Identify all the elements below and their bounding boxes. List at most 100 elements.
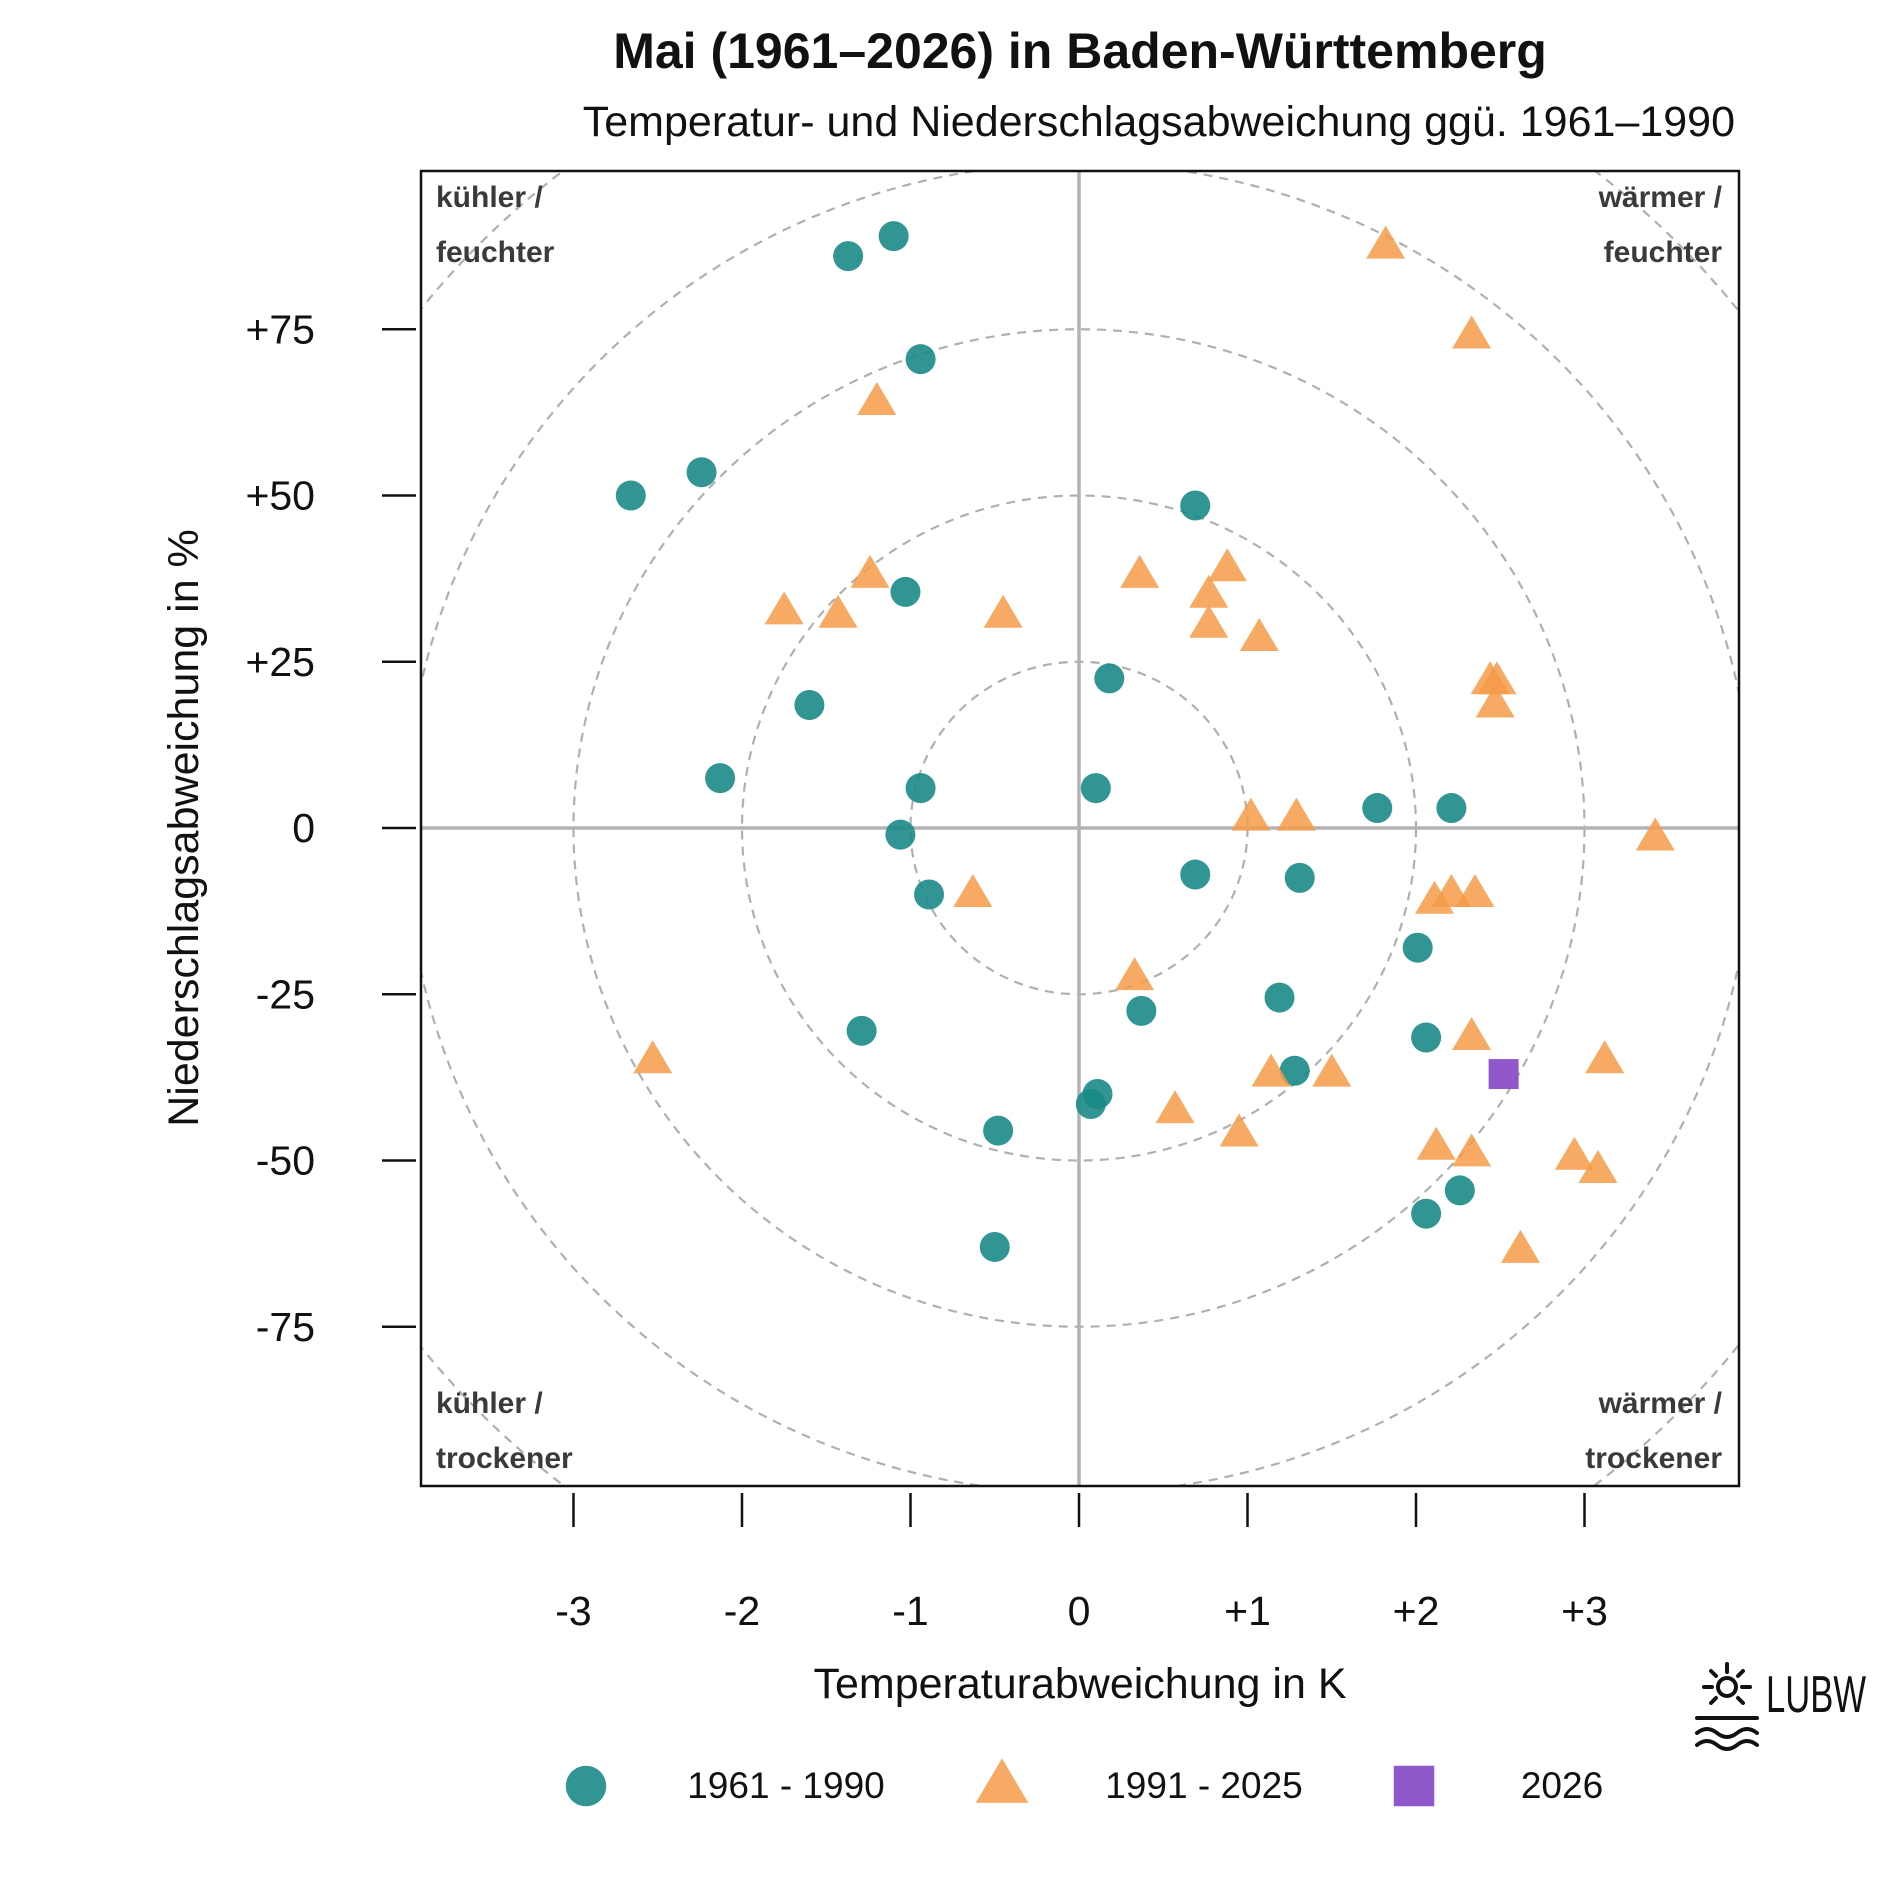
data-point-circle — [914, 879, 945, 910]
data-point-triangle — [1452, 1017, 1492, 1051]
data-point-triangle — [1455, 874, 1495, 908]
data-point-circle — [983, 1115, 1014, 1146]
data-point-circle — [979, 1231, 1010, 1262]
data-point-triangle — [1219, 1113, 1259, 1147]
zero-axes — [421, 171, 1739, 1486]
data-point-circle — [1279, 1055, 1310, 1086]
axis-ticks: -3 -2 -1 0 +1 +2 +3 -75 -50 -25 0 +25 +50 +75 — [245, 306, 1607, 1634]
data-point-triangle — [1312, 1053, 1352, 1087]
legend: 1961 - 1990 1991 - 2025 2026 — [565, 1758, 1603, 1807]
data-point-triangle — [857, 381, 897, 415]
data-point-triangle — [1452, 315, 1492, 349]
data-point-circle — [1126, 995, 1157, 1026]
legend-marker-circle — [565, 1765, 607, 1807]
data-point-triangle — [1189, 574, 1229, 608]
data-point-triangle — [1477, 661, 1517, 695]
x-tick-label: +3 — [1561, 1588, 1608, 1634]
plot-frame — [419, 169, 1741, 1488]
y-tick-label: +50 — [245, 473, 315, 519]
x-axis-title: Temperaturabweichung in K — [813, 1660, 1346, 1708]
y-tick-label: 0 — [292, 805, 315, 851]
data-point-circle — [905, 773, 936, 804]
legend-label: 2026 — [1521, 1765, 1603, 1806]
data-point-triangle — [1585, 1040, 1625, 1074]
y-tick-label: -75 — [256, 1304, 315, 1350]
data-point-circle — [686, 457, 717, 488]
legend-label: 1961 - 1990 — [687, 1765, 885, 1806]
y-tick-label: +25 — [245, 639, 315, 685]
data-point-triangle — [633, 1040, 673, 1074]
data-point-circle — [833, 241, 864, 272]
data-point-circle — [1362, 793, 1393, 824]
data-point-triangle — [1276, 797, 1316, 831]
data-point-triangle — [1155, 1090, 1195, 1124]
chart-subtitle: Temperatur- und Niederschlagsabweichung … — [582, 98, 1735, 146]
data-point-triangle — [764, 591, 804, 625]
data-point-triangle — [1416, 1126, 1456, 1160]
data-point-triangle — [1207, 548, 1247, 582]
quadrant-top-right-line1: wärmer / — [1598, 181, 1723, 214]
data-point-circle — [1075, 1088, 1106, 1119]
data-point-triangle — [953, 874, 993, 908]
data-point-triangle — [1239, 618, 1279, 652]
data-point-circle — [1094, 663, 1125, 694]
data-point-circle — [705, 763, 736, 794]
data-point-circle — [890, 576, 921, 607]
legend-marker-square — [1393, 1765, 1435, 1807]
data-points — [615, 221, 1675, 1263]
data-point-triangle — [1231, 797, 1271, 831]
quadrant-bottom-right-line2: trockener — [1585, 1442, 1722, 1475]
y-tick-label: -25 — [256, 971, 315, 1017]
data-point-circle — [878, 221, 909, 252]
x-tick-label: -3 — [555, 1588, 591, 1634]
data-point-triangle — [1452, 1133, 1492, 1167]
data-point-circle — [1080, 773, 1111, 804]
legend-label: 1991 - 2025 — [1105, 1765, 1303, 1806]
chart-title: Mai (1961–2026) in Baden-Württemberg — [613, 23, 1547, 79]
data-point-circle — [1264, 982, 1295, 1013]
data-point-triangle — [1554, 1136, 1594, 1170]
data-point-circle — [885, 819, 916, 850]
lubw-logo: LUBW — [1695, 1662, 1866, 1751]
data-point-triangle — [1120, 554, 1160, 588]
data-point-triangle — [1500, 1229, 1540, 1263]
data-point-triangle — [1251, 1053, 1291, 1087]
x-tick-label: 0 — [1068, 1588, 1091, 1634]
data-point-triangle — [1475, 684, 1515, 718]
data-point-triangle — [1578, 1150, 1618, 1184]
y-axis-title: Niederschlagsabweichung in % — [160, 529, 208, 1127]
x-tick-label: -1 — [892, 1588, 928, 1634]
data-point-circle — [1180, 490, 1211, 521]
data-point-circle — [1411, 1022, 1442, 1053]
quadrant-top-right-line2: feuchter — [1604, 236, 1723, 269]
data-point-triangle — [850, 554, 890, 588]
data-point-triangle — [818, 594, 858, 628]
data-point-circle — [1180, 859, 1211, 890]
x-tick-label: +2 — [1393, 1588, 1440, 1634]
data-point-square — [1488, 1059, 1519, 1090]
logo-text: LUBW — [1766, 1666, 1866, 1724]
data-point-circle — [1411, 1198, 1442, 1229]
quadrant-top-left-line1: kühler / — [436, 181, 543, 214]
data-point-triangle — [1635, 817, 1675, 851]
data-point-circle — [1444, 1175, 1475, 1206]
quadrant-bottom-left-line1: kühler / — [436, 1387, 543, 1420]
quadrant-bottom-right-line1: wärmer / — [1598, 1387, 1723, 1420]
data-point-triangle — [1189, 604, 1229, 638]
quadrant-bottom-left-line2: trockener — [436, 1442, 573, 1475]
data-point-circle — [615, 480, 646, 511]
data-point-circle — [1436, 793, 1467, 824]
data-point-circle — [846, 1015, 877, 1046]
quadrant-top-left-line2: feuchter — [436, 236, 555, 269]
data-point-circle — [1284, 862, 1315, 893]
data-point-circle — [1402, 932, 1433, 963]
y-tick-label: -50 — [256, 1138, 315, 1184]
data-point-triangle — [983, 594, 1023, 628]
data-point-circle — [905, 344, 936, 375]
x-tick-label: +1 — [1224, 1588, 1271, 1634]
data-point-triangle — [1115, 957, 1155, 991]
data-point-triangle — [1366, 225, 1406, 259]
data-point-circle — [794, 689, 825, 720]
x-tick-label: -2 — [724, 1588, 760, 1634]
